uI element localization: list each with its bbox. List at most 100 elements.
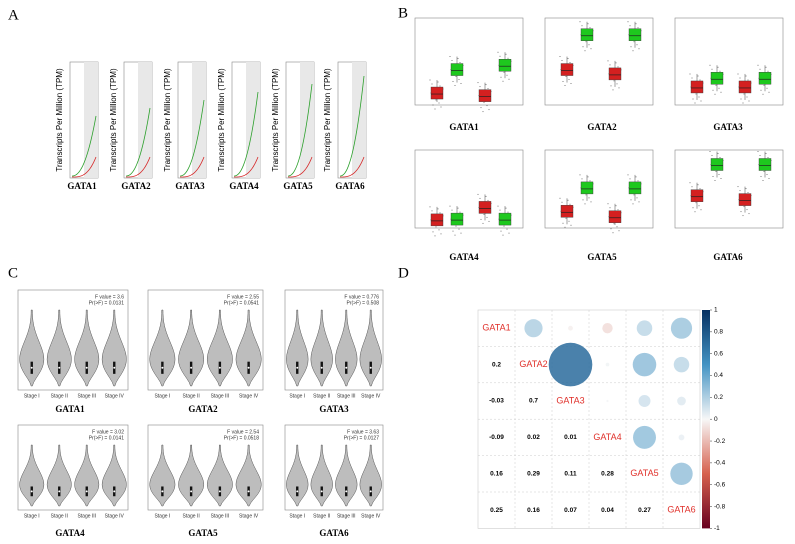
jitter-point (569, 62, 571, 64)
violin-median (320, 490, 323, 493)
jitter-point (568, 220, 570, 222)
curve (339, 75, 365, 177)
gene-label: GATA3 (713, 122, 743, 132)
jitter-point (569, 203, 571, 205)
jitter-point (582, 46, 584, 48)
jitter-point (633, 41, 635, 43)
jitter-point (587, 176, 589, 178)
jitter-point (499, 55, 501, 57)
gene-label: GATA5 (283, 181, 313, 191)
jitter-point (439, 212, 441, 214)
violin (310, 444, 333, 507)
diagonal-label: GATA3 (556, 395, 584, 405)
plot-frame (544, 149, 654, 229)
jitter-point (440, 233, 442, 235)
correlation-circle (605, 362, 610, 367)
jitter-point (689, 182, 691, 184)
jitter-point (584, 203, 586, 205)
jitter-point (458, 79, 460, 81)
gene-label: GATA3 (319, 404, 349, 414)
curve (233, 156, 259, 178)
violin (149, 444, 176, 507)
box (690, 80, 704, 94)
plot-frame (284, 424, 384, 511)
stage-label: Stage III (337, 393, 356, 399)
jitter-point (480, 218, 482, 220)
jitter-point (582, 199, 584, 201)
jitter-point (720, 178, 722, 179)
jitter-point (440, 106, 442, 108)
jitter-point (609, 207, 611, 209)
plot-frame (414, 17, 524, 106)
jitter-point (439, 85, 441, 87)
jitter-point (565, 217, 567, 219)
box (738, 193, 752, 206)
box (738, 80, 752, 94)
jitter-point (488, 109, 490, 111)
jitter-point (689, 73, 691, 75)
p-value: Pr(>F) = 0.0131 (89, 300, 125, 306)
correlation-circle (638, 395, 651, 407)
jitter-point (630, 46, 632, 48)
gene-label: GATA2 (188, 404, 218, 414)
jitter-point (503, 225, 505, 227)
box (478, 89, 492, 102)
jitter-point (480, 107, 482, 109)
jitter-point (500, 230, 502, 232)
jitter-point (584, 50, 586, 52)
jitter-point (759, 68, 761, 70)
violin-median (161, 490, 164, 493)
jitter-point (618, 230, 620, 232)
jitter-point (434, 108, 436, 110)
jitter-point (482, 222, 484, 224)
correlation-circle (670, 462, 693, 485)
jitter-point (694, 102, 696, 104)
stage-label: Stage IV (105, 513, 125, 519)
jitter-point (632, 203, 634, 205)
jitter-point (714, 180, 716, 181)
colorbar-tick-label: 0.4 (714, 372, 723, 379)
jitter-point (564, 85, 566, 87)
violin (46, 309, 72, 387)
jitter-point (635, 23, 637, 25)
jitter-point (742, 215, 744, 217)
jitter-point (564, 226, 566, 228)
jitter-point (699, 188, 701, 190)
jitter-point (763, 171, 765, 172)
jitter-point (508, 78, 510, 80)
jitter-point (694, 211, 696, 213)
jitter-point (431, 210, 433, 212)
correlation-circle (673, 356, 690, 373)
gene-label: GATA6 (319, 528, 349, 538)
gene-label: GATA1 (449, 122, 479, 132)
plot-frame (17, 289, 129, 391)
jitter-point (637, 27, 639, 29)
jitter-point (477, 82, 479, 84)
jitter-point (487, 199, 489, 201)
correlation-value: 0.11 (564, 471, 577, 478)
violin (74, 444, 100, 507)
stage-label: Stage II (183, 393, 200, 399)
stage-label: Stage I (289, 393, 305, 399)
correlation-circle (568, 325, 573, 331)
y-axis-label: Transcripts Per Million (TPM) (323, 68, 332, 172)
jitter-point (505, 53, 507, 55)
jitter-point (759, 155, 761, 156)
panel-letter: A (8, 7, 19, 23)
violin-median (58, 490, 61, 493)
p-value: Pr(>F) = 0.0127 (344, 435, 380, 441)
plot-frame (674, 17, 784, 106)
jitter-point (617, 66, 619, 68)
jitter-point (719, 70, 721, 72)
box (580, 28, 594, 41)
jitter-point (638, 201, 640, 203)
jitter-point (559, 197, 561, 199)
correlation-value: 0.01 (564, 434, 577, 441)
jitter-point (637, 180, 639, 182)
jitter-point (718, 87, 720, 89)
curve (71, 156, 97, 178)
violin (206, 444, 233, 507)
jitter-point (692, 207, 694, 209)
plot-frame (414, 149, 524, 229)
jitter-point (746, 96, 748, 98)
